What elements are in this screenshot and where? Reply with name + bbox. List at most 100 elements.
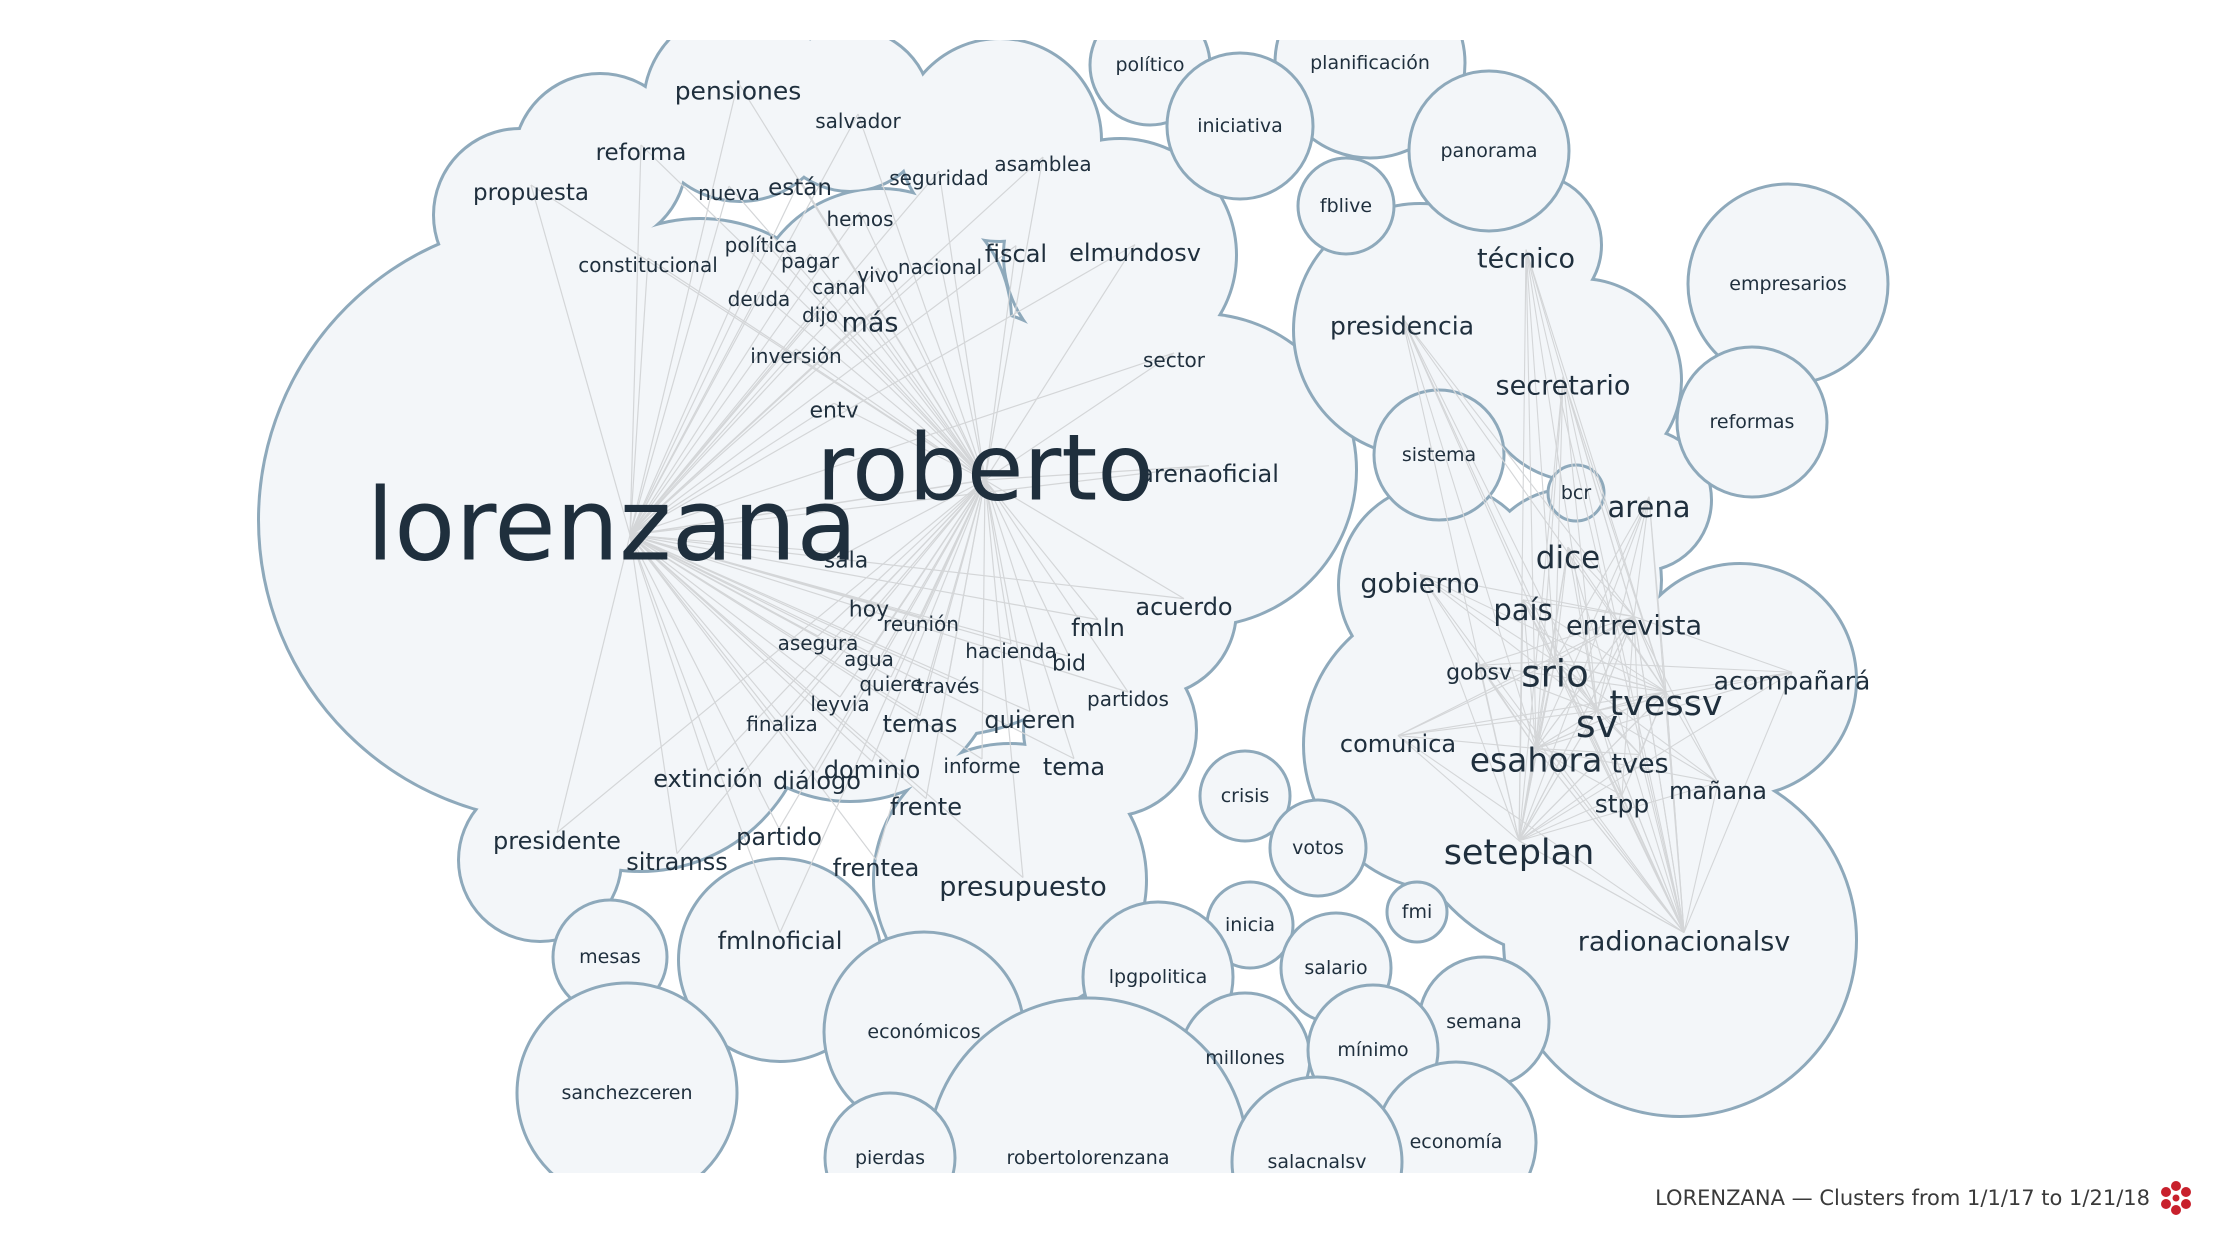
edge [629, 267, 879, 536]
edge [707, 479, 986, 772]
red-dot-flower-icon [2161, 1181, 2191, 1215]
cluster-word-label: propuesta [473, 180, 589, 206]
bubble-label: bcr [1561, 482, 1592, 504]
edge [816, 479, 986, 773]
edge [1518, 782, 1719, 842]
cluster-word-label: hacienda [965, 639, 1056, 663]
edge [1525, 249, 1685, 933]
cluster-word-label: seguridad [889, 166, 989, 190]
edge [556, 534, 631, 833]
bubble-label: planificación [1310, 52, 1430, 74]
edge [629, 465, 1210, 536]
edge [1419, 574, 1556, 662]
edge [629, 237, 762, 536]
edge [984, 479, 1185, 600]
edge [1401, 317, 1537, 749]
edge [1621, 795, 1685, 933]
cluster-word-label: leyvia [810, 692, 869, 716]
edge [1478, 664, 1537, 749]
cluster-word-label: más [842, 308, 899, 339]
edge [1596, 691, 1667, 712]
edge [984, 465, 1210, 481]
edge [1596, 710, 1641, 755]
bubble-label: millones [1205, 1047, 1285, 1069]
edge [1633, 616, 1667, 692]
footer: LORENZANA — Clusters from 1/1/17 to 1/21… [1655, 1180, 2194, 1216]
edge [1596, 496, 1650, 711]
edge [629, 82, 739, 536]
edge [984, 479, 1012, 645]
edge [1478, 664, 1685, 933]
cluster-word-label: frente [890, 793, 962, 821]
edge-layer [530, 81, 1793, 934]
edge [781, 479, 986, 718]
edge [1518, 547, 1569, 841]
edge [629, 534, 892, 678]
cluster-word-label: sitramss [626, 848, 728, 876]
edge [1397, 691, 1667, 737]
bubble-label: mesas [579, 946, 641, 968]
edge [1397, 616, 1635, 737]
edge [938, 170, 986, 481]
edge [817, 479, 986, 637]
cluster-word-label: bid [1052, 652, 1086, 677]
cluster-word-label: país [1493, 593, 1552, 627]
cluster-word-label: partidos [1087, 687, 1169, 711]
edge [1419, 574, 1635, 618]
edge [1567, 546, 1667, 693]
cluster-word-label: arenaoficial [1139, 460, 1279, 488]
cluster-word-label: reunión [883, 612, 959, 636]
edge [839, 479, 986, 698]
cluster-word-label: asegura [778, 631, 859, 655]
edge [819, 307, 986, 481]
cluster-word-label: salvador [815, 109, 901, 133]
edge [629, 534, 873, 763]
cluster-word-label: gobierno [1360, 569, 1479, 600]
cluster-word-label: fiscal [985, 240, 1047, 268]
edge [629, 259, 941, 536]
edge [984, 479, 1129, 693]
edge [1518, 748, 1537, 841]
cluster-fill-lobe [460, 780, 620, 940]
edge [984, 244, 1136, 481]
cluster-word-label: secretario [1496, 371, 1631, 402]
edge [1562, 376, 1667, 692]
edge [1401, 316, 1667, 693]
edge [629, 113, 859, 536]
edge [1419, 574, 1685, 933]
edge [1633, 616, 1793, 673]
edge [629, 534, 847, 554]
cluster-word-label: fmlnoficial [718, 927, 843, 955]
edge [629, 534, 1099, 621]
cluster-word-label: diálogo [773, 767, 861, 795]
edge [629, 291, 760, 536]
edge [1525, 249, 1556, 662]
edge [779, 479, 986, 933]
edge [838, 279, 986, 481]
edge [1562, 376, 1685, 933]
edge [875, 479, 986, 860]
bubble-label: empresarios [1729, 273, 1847, 295]
cluster-word-label: están [768, 175, 832, 201]
cluster-word-label: asamblea [994, 152, 1091, 176]
edge [1554, 547, 1569, 662]
edge [1419, 574, 1520, 841]
edge [1621, 691, 1667, 796]
edge [984, 352, 1175, 481]
edge [778, 479, 986, 829]
edge [1596, 671, 1793, 712]
edge [877, 267, 986, 481]
edge [1639, 754, 1685, 933]
edge [1397, 735, 1685, 934]
edge [1633, 616, 1641, 755]
edge [1665, 691, 1685, 933]
edge [629, 534, 678, 854]
edge [1401, 317, 1685, 933]
bubble-label: pierdas [855, 1147, 925, 1169]
edge [758, 291, 986, 481]
edge [629, 534, 927, 800]
edge [629, 534, 877, 860]
edge [1522, 599, 1537, 749]
cluster-word-label: hemos [826, 207, 893, 231]
